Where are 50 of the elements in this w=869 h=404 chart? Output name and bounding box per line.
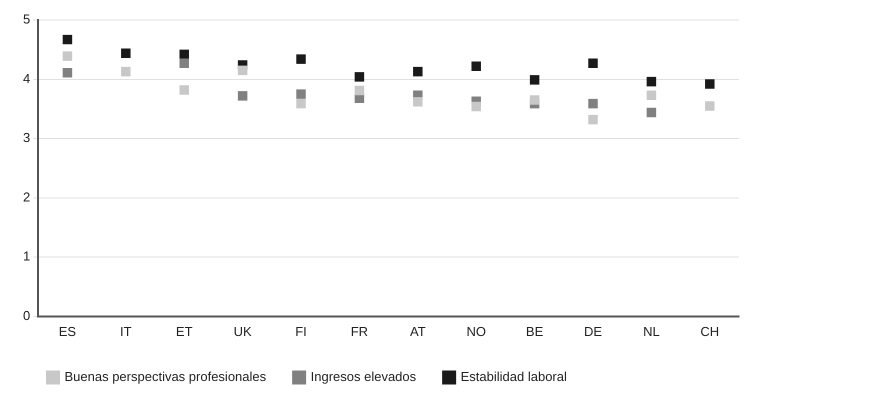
point	[588, 98, 598, 108]
point	[62, 34, 72, 44]
point	[530, 95, 540, 105]
point	[588, 114, 598, 124]
point	[296, 54, 306, 64]
x-tick-label: UK	[234, 324, 252, 339]
y-tick-label: 0	[22, 308, 30, 323]
point	[705, 79, 715, 89]
point	[530, 75, 540, 85]
point	[238, 66, 248, 76]
legend-label: Estabilidad laboral	[460, 369, 567, 384]
point	[238, 91, 248, 101]
x-tick-label: FR	[350, 324, 368, 339]
x-tick-label: CH	[700, 324, 720, 339]
x-tick-label: NO	[466, 324, 486, 339]
point	[705, 101, 715, 111]
point	[413, 97, 423, 107]
point	[471, 102, 481, 112]
point	[121, 66, 131, 76]
point	[121, 48, 131, 58]
x-tick-label: FI	[295, 324, 307, 339]
point	[646, 108, 656, 118]
y-tick-label: 3	[22, 130, 30, 146]
y-tick-label: 5	[22, 12, 30, 27]
point	[179, 50, 189, 60]
point	[413, 66, 423, 76]
x-tick-label: ES	[58, 324, 76, 339]
point	[354, 86, 364, 96]
y-tick-label: 1	[22, 248, 30, 264]
point	[296, 89, 306, 99]
y-tick-label: 2	[22, 189, 30, 204]
point	[179, 85, 189, 95]
x-tick-label: ET	[176, 324, 193, 339]
point	[588, 58, 598, 68]
point	[62, 68, 72, 78]
x-tick-label: IT	[120, 324, 132, 339]
x-tick-label: BE	[526, 324, 544, 339]
y-tick-label: 4	[22, 70, 30, 86]
point	[296, 98, 306, 108]
legend-label: Ingresos elevados	[310, 369, 417, 384]
legend-label: Buenas perspectivas profesionales	[64, 369, 267, 384]
x-tick-label: DE	[584, 324, 602, 339]
x-tick-label: AT	[410, 324, 426, 339]
point	[179, 58, 189, 68]
point	[646, 90, 656, 100]
point	[354, 72, 364, 82]
point	[471, 61, 481, 71]
point	[646, 76, 656, 86]
x-tick-label: NL	[643, 324, 660, 339]
point	[62, 51, 72, 61]
